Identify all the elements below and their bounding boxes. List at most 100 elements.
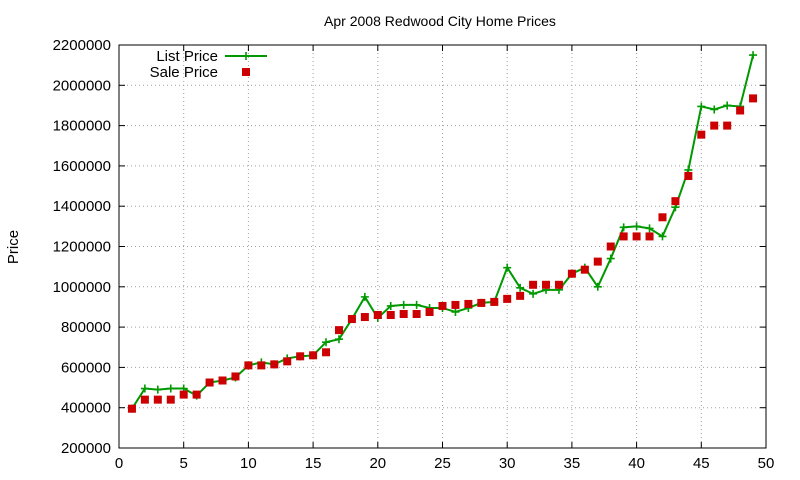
sale-price-point (140, 395, 149, 404)
sale-price-point (360, 313, 369, 322)
sale-price-point (606, 242, 615, 251)
sale-price-point (231, 372, 240, 381)
series (127, 51, 758, 413)
legend-marker-sale-price (242, 68, 250, 76)
x-tick-label: 15 (305, 455, 322, 472)
list-price-point (140, 384, 149, 393)
sale-price-point (554, 280, 563, 289)
y-axis-title: Price (5, 230, 22, 264)
sale-price-point (283, 357, 292, 366)
y-tick-label: 1800000 (53, 118, 111, 135)
list-price-line (131, 54, 755, 410)
sale-price-point (736, 106, 745, 115)
y-tick-label: 2200000 (53, 37, 111, 54)
sale-price-point (257, 361, 266, 370)
sale-price-point (244, 361, 253, 370)
sale-price-point (697, 130, 706, 139)
list-price-point (334, 335, 343, 344)
list-price-point (710, 105, 719, 114)
x-tick-label: 50 (758, 455, 775, 472)
y-tick-label: 600000 (61, 359, 111, 376)
sale-price-point (399, 310, 408, 319)
x-tick-label: 20 (369, 455, 386, 472)
sale-price-point (322, 348, 331, 357)
sale-price-point (464, 299, 473, 308)
sale-price-point (671, 197, 680, 206)
list-price-point (697, 102, 706, 111)
x-tick-label: 35 (564, 455, 581, 472)
y-tick-label: 1600000 (53, 158, 111, 175)
sale-price-point (218, 376, 227, 385)
sale-price-point (270, 360, 279, 369)
sale-price-point (309, 351, 318, 360)
sale-price-point (153, 395, 162, 404)
sale-price-point (477, 298, 486, 307)
legend-label-sale-price: Sale Price (150, 64, 218, 81)
list-price-point (632, 222, 641, 231)
sale-price-point (334, 326, 343, 335)
sale-price-point (710, 121, 719, 130)
list-price-point (529, 289, 538, 298)
list-price-point (166, 384, 175, 393)
sale-price-point (516, 291, 525, 300)
list-price-point (749, 51, 758, 60)
list-price-point (153, 385, 162, 394)
list-price-point (658, 232, 667, 241)
y-tick-label: 2000000 (53, 77, 111, 94)
list-price-point (386, 301, 395, 310)
sale-price-point (296, 352, 305, 361)
sale-price-point (567, 269, 576, 278)
y-axis-tick-labels: 200000 400000 600000 800000 1000000 1200000 14… (53, 37, 111, 457)
list-price-point (516, 283, 525, 292)
y-tick-label: 1000000 (53, 279, 111, 296)
legend-label-list-price: List Price (156, 48, 218, 65)
sale-price-point (749, 94, 758, 103)
list-price-point (451, 307, 460, 316)
x-tick-label: 25 (434, 455, 451, 472)
sale-price-point (179, 390, 188, 399)
sale-price-point (425, 307, 434, 316)
sale-price-point (490, 297, 499, 306)
list-price-point (399, 300, 408, 309)
x-axis-tick-labels: 0 5 10 15 20 25 30 35 40 45 50 (115, 455, 775, 472)
sale-price-point (580, 265, 589, 274)
sale-price-point (684, 171, 693, 180)
list-price-point (593, 282, 602, 291)
x-tick-label: 5 (180, 455, 188, 472)
y-tick-label: 1200000 (53, 239, 111, 256)
sale-price-point (645, 232, 654, 241)
sale-price-point (412, 310, 421, 319)
sale-price-point (632, 232, 641, 241)
list-price-point (606, 254, 615, 263)
sale-price-point (529, 280, 538, 289)
sale-price-point (373, 311, 382, 320)
sale-price-point (658, 213, 667, 222)
x-tick-label: 40 (628, 455, 645, 472)
x-tick-label: 0 (115, 455, 123, 472)
sale-price-point (386, 311, 395, 320)
sale-price-point (619, 232, 628, 241)
sale-price-point (723, 121, 732, 130)
axis-ticks (118, 44, 767, 449)
sale-price-point (503, 294, 512, 303)
x-tick-label: 10 (240, 455, 257, 472)
sale-price-point (347, 315, 356, 324)
sale-price-point (166, 395, 175, 404)
list-price-point (723, 101, 732, 110)
sale-price-point (205, 378, 214, 387)
chart-title: Apr 2008 Redwood City Home Prices (324, 13, 556, 29)
list-price-point (619, 223, 628, 232)
sale-price-point (451, 300, 460, 309)
list-price-point (360, 292, 369, 301)
y-tick-label: 400000 (61, 400, 111, 417)
sale-price-point (438, 301, 447, 310)
y-tick-label: 800000 (61, 319, 111, 336)
sale-price-point (192, 390, 201, 399)
sale-price-point (127, 404, 136, 413)
list-price-point (322, 338, 331, 347)
legend: List Price Sale Price (150, 48, 267, 81)
sale-price-point (593, 257, 602, 266)
list-price-point (645, 224, 654, 233)
